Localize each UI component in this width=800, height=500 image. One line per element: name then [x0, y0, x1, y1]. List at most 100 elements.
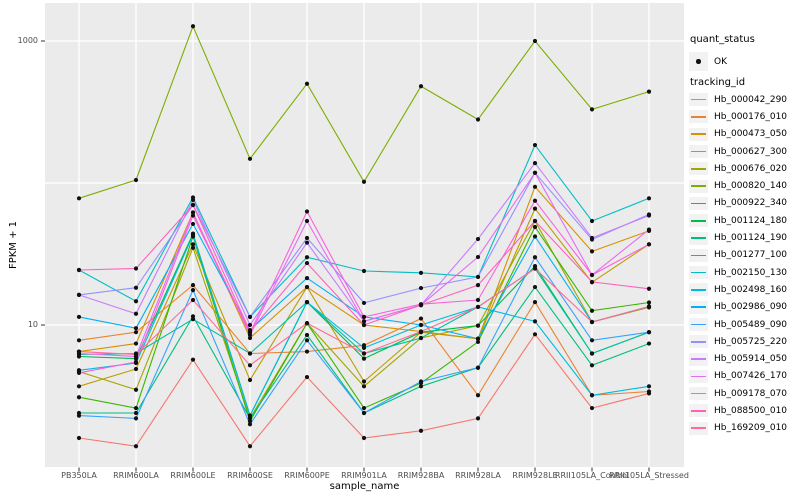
- x-tick-label: RRIM928LA: [455, 471, 501, 480]
- line-swatch-icon: [689, 214, 708, 228]
- data-point: [190, 242, 196, 247]
- x-tick-label: RRIM928BA: [397, 471, 445, 480]
- data-point: [646, 196, 652, 201]
- line-swatch-icon: [689, 387, 708, 401]
- data-point: [76, 384, 82, 389]
- data-point: [76, 338, 82, 343]
- legend-label: Hb_005725_220: [714, 336, 788, 347]
- legend-item-Hb_000820_140: Hb_000820_140: [689, 177, 787, 194]
- x-tick-label: RRIM928LE: [512, 471, 558, 480]
- data-point: [133, 359, 139, 364]
- x-tick-label: PB350LA: [61, 471, 97, 480]
- y-axis-title: FPKM + 1: [8, 220, 19, 270]
- data-point: [589, 319, 595, 325]
- data-point: [475, 323, 481, 328]
- data-point: [190, 357, 196, 362]
- legend-label: Hb_002986_090: [714, 302, 788, 313]
- legend-label: Hb_000473_050: [714, 129, 788, 140]
- data-point: [418, 335, 424, 341]
- legend-item-Hb_005489_090: Hb_005489_090: [689, 316, 787, 333]
- data-point: [532, 255, 538, 260]
- legend-label: Hb_001124_180: [714, 215, 788, 226]
- data-point: [361, 356, 367, 361]
- line-swatch-icon: [689, 110, 708, 124]
- data-point: [133, 444, 139, 449]
- data-point: [190, 202, 196, 208]
- data-point: [589, 338, 595, 343]
- data-point: [76, 435, 82, 441]
- legend-item-Hb_000627_300: Hb_000627_300: [689, 143, 787, 160]
- data-point: [532, 284, 538, 290]
- data-point: [304, 209, 310, 214]
- legend-label: Hb_000922_340: [714, 198, 788, 209]
- data-point: [418, 322, 424, 328]
- data-point: [304, 284, 310, 290]
- legend-label: Hb_005489_090: [714, 319, 788, 330]
- data-point: [133, 285, 139, 290]
- legend-item-Hb_009178_070: Hb_009178_070: [689, 385, 787, 402]
- data-point: [532, 198, 538, 203]
- legend-item-ok: OK: [689, 52, 727, 71]
- data-point: [133, 387, 139, 392]
- data-point: [475, 236, 481, 242]
- data-point: [475, 274, 481, 280]
- x-tick-label: RRII105LA_Stressed: [609, 471, 689, 480]
- x-tick-label: RRIM600SE: [227, 471, 273, 480]
- data-point: [247, 329, 253, 334]
- data-point: [304, 255, 310, 260]
- data-point: [76, 196, 82, 201]
- legend-label: Hb_002498_160: [714, 284, 788, 295]
- legend-item-Hb_169209_010: Hb_169209_010: [689, 420, 787, 437]
- legend-label: Hb_007426_170: [714, 371, 788, 382]
- data-point: [589, 249, 595, 254]
- data-point: [418, 84, 424, 89]
- data-point: [532, 299, 538, 305]
- data-point: [190, 317, 196, 322]
- legend-item-Hb_001124_190: Hb_001124_190: [689, 229, 787, 246]
- data-point: [418, 270, 424, 275]
- data-point: [589, 405, 595, 411]
- data-point: [304, 299, 310, 305]
- y-tick-label: 10: [27, 320, 38, 329]
- data-point: [361, 322, 367, 328]
- legend-item-Hb_001124_180: Hb_001124_180: [689, 212, 787, 229]
- line-swatch-icon: [689, 248, 708, 262]
- data-point: [190, 221, 196, 227]
- data-point: [361, 435, 367, 441]
- legend-item-Hb_000473_050: Hb_000473_050: [689, 126, 787, 143]
- line-swatch-icon: [689, 145, 708, 159]
- x-tick-label: RRIM600LA: [113, 471, 159, 480]
- line-swatch-icon: [689, 369, 708, 383]
- data-point: [190, 282, 196, 288]
- data-point: [76, 370, 82, 375]
- data-point: [589, 363, 595, 368]
- data-point: [304, 260, 310, 266]
- data-point: [304, 240, 310, 245]
- legend-item-Hb_088500_010: Hb_088500_010: [689, 402, 787, 419]
- data-point: [190, 24, 196, 29]
- data-point: [361, 351, 367, 356]
- legend-label: Hb_088500_010: [714, 405, 788, 416]
- legend-item-Hb_000922_340: Hb_000922_340: [689, 195, 787, 212]
- data-point: [247, 363, 253, 368]
- data-point: [247, 422, 253, 427]
- data-point: [133, 299, 139, 304]
- data-point: [190, 197, 196, 203]
- data-point: [247, 335, 253, 341]
- line-swatch-icon: [689, 404, 708, 418]
- data-point: [475, 365, 481, 370]
- legend-label: Hb_005914_050: [714, 354, 788, 365]
- data-point: [646, 330, 652, 335]
- data-point: [133, 410, 139, 416]
- data-point: [361, 319, 367, 324]
- legend-item-Hb_000676_020: Hb_000676_020: [689, 160, 787, 177]
- data-point: [76, 349, 82, 354]
- legend-item-Hb_002150_130: Hb_002150_130: [689, 264, 787, 281]
- data-point: [133, 405, 139, 411]
- data-point: [361, 379, 367, 384]
- data-point: [418, 329, 424, 334]
- data-point: [361, 179, 367, 184]
- legend-label: Hb_000820_140: [714, 181, 788, 192]
- data-point: [133, 330, 139, 335]
- line-swatch-icon: [689, 283, 708, 297]
